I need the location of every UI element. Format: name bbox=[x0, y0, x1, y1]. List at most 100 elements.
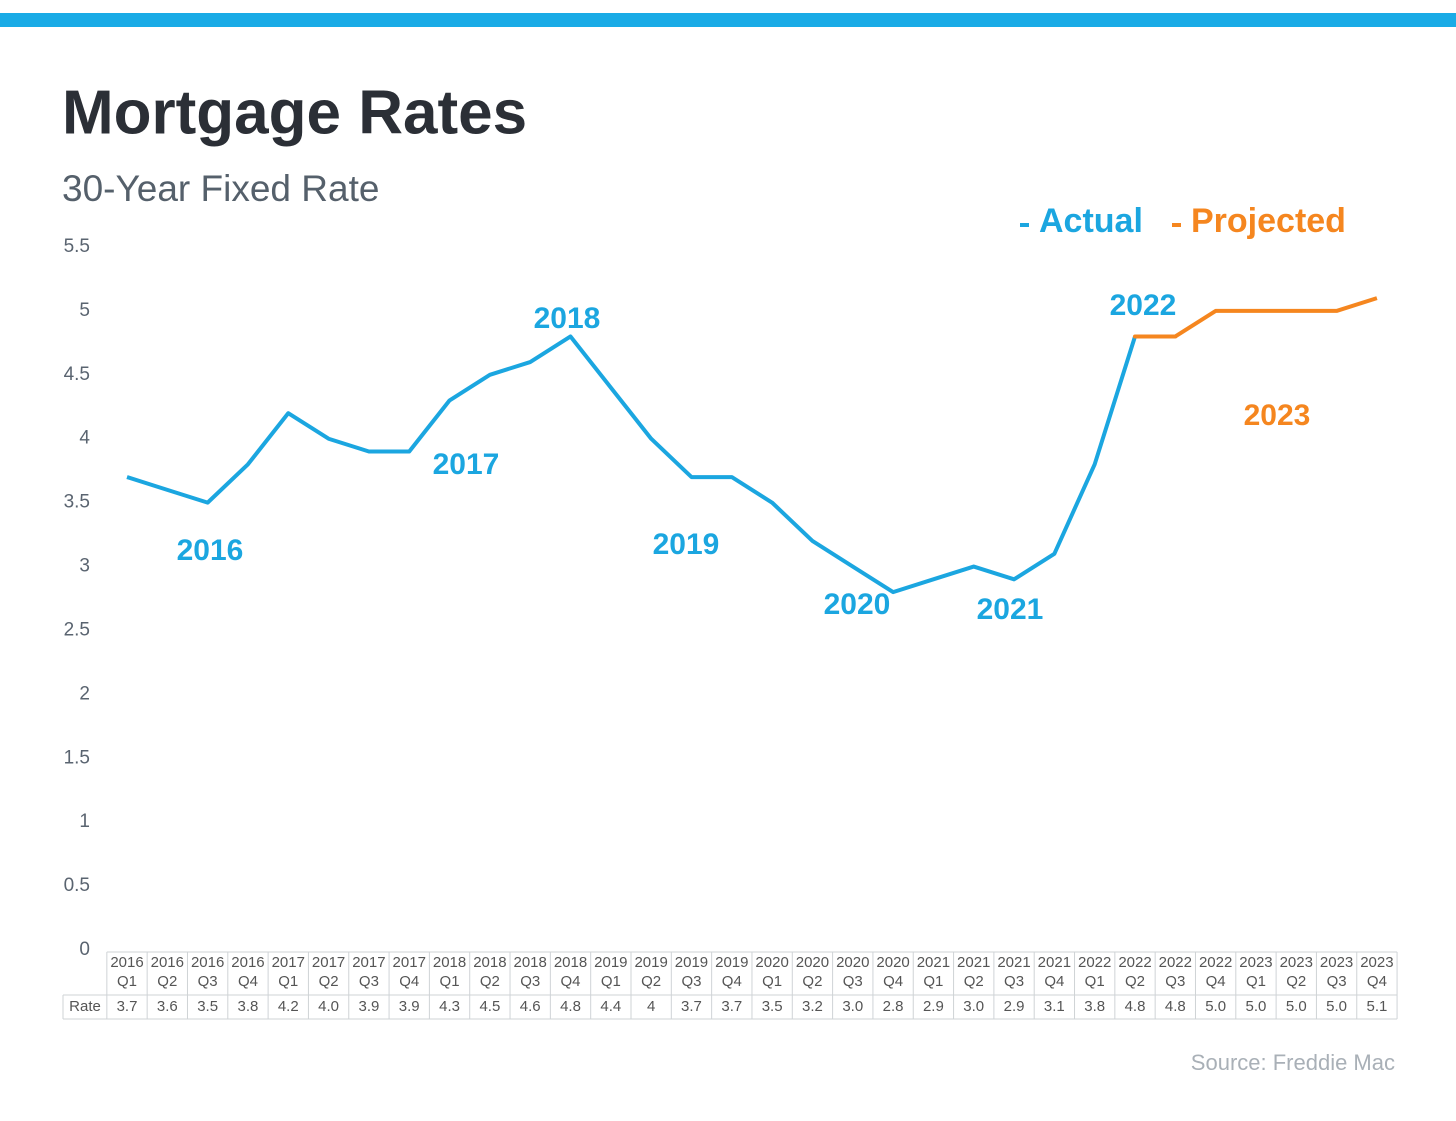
x-tick-quarter: Q2 bbox=[157, 973, 177, 990]
x-tick-year: 2018 bbox=[433, 954, 466, 971]
y-tick-label: 1 bbox=[79, 811, 90, 832]
x-tick-year: 2020 bbox=[755, 954, 788, 971]
y-tick-label: 1.5 bbox=[64, 747, 90, 768]
x-tick-year: 2021 bbox=[997, 954, 1030, 971]
x-tick-year: 2019 bbox=[675, 954, 708, 971]
x-tick-year: 2022 bbox=[1118, 954, 1151, 971]
x-tick-year: 2023 bbox=[1280, 954, 1313, 971]
x-tick-quarter: Q2 bbox=[802, 973, 822, 990]
source: Source: Freddie Mac bbox=[1191, 1050, 1395, 1075]
value-label: 4.8 bbox=[1165, 998, 1186, 1015]
value-label: 3.6 bbox=[157, 998, 178, 1015]
x-tick-year: 2019 bbox=[634, 954, 667, 971]
x-tick-quarter: Q1 bbox=[601, 973, 621, 990]
value-label: 3.9 bbox=[358, 998, 379, 1015]
x-tick-quarter: Q3 bbox=[198, 973, 218, 990]
x-tick-year: 2021 bbox=[957, 954, 990, 971]
value-label: 5.0 bbox=[1326, 998, 1347, 1015]
x-tick-year: 2017 bbox=[393, 954, 426, 971]
annotation: 2020 bbox=[824, 588, 891, 621]
line bbox=[1174, 296, 1378, 339]
value-label: 3.1 bbox=[1044, 998, 1065, 1015]
table-row-label: Rate bbox=[69, 998, 101, 1015]
x-tick-quarter: Q1 bbox=[1246, 973, 1266, 990]
annotation: 2019 bbox=[653, 528, 720, 561]
value-label: 5.0 bbox=[1205, 998, 1226, 1015]
x-tick-quarter: Q1 bbox=[278, 973, 298, 990]
annotation: 2016 bbox=[177, 534, 244, 567]
x-tick-year: 2016 bbox=[151, 954, 184, 971]
x-tick-year: 2017 bbox=[312, 954, 345, 971]
x-tick-quarter: Q2 bbox=[964, 973, 984, 990]
x-tick-year: 2016 bbox=[110, 954, 143, 971]
value-label: 2.9 bbox=[923, 998, 944, 1015]
value-label: 3.8 bbox=[238, 998, 259, 1015]
y-tick-label: 5 bbox=[79, 300, 90, 321]
x-tick-year: 2022 bbox=[1078, 954, 1111, 971]
x-tick-year: 2023 bbox=[1320, 954, 1353, 971]
x-tick-year: 2020 bbox=[796, 954, 829, 971]
legend-label: Projected bbox=[1191, 202, 1346, 240]
x-tick-year: 2020 bbox=[836, 954, 869, 971]
x-tick-quarter: Q1 bbox=[117, 973, 137, 990]
value-label: 5.0 bbox=[1246, 998, 1267, 1015]
y-tick-label: 3 bbox=[79, 556, 90, 577]
x-tick-quarter: Q4 bbox=[1044, 973, 1064, 990]
value-label: 4 bbox=[647, 998, 655, 1015]
chart-title: Mortgage Rates bbox=[62, 78, 527, 147]
x-tick-quarter: Q3 bbox=[359, 973, 379, 990]
x-tick-year: 2023 bbox=[1360, 954, 1393, 971]
value-label: 2.8 bbox=[883, 998, 904, 1015]
x-tick-quarter: Q1 bbox=[923, 973, 943, 990]
value-label: 3.2 bbox=[802, 998, 823, 1015]
x-tick-quarter: Q2 bbox=[1286, 973, 1306, 990]
x-tick-year: 2019 bbox=[594, 954, 627, 971]
x-tick-quarter: Q2 bbox=[641, 973, 661, 990]
x-tick-quarter: Q4 bbox=[399, 973, 419, 990]
value-label: 3.7 bbox=[117, 998, 138, 1015]
y-tick-label: 2.5 bbox=[64, 619, 90, 640]
chart-subtitle: 30-Year Fixed Rate bbox=[62, 168, 379, 209]
annotation: 2017 bbox=[433, 448, 500, 481]
x-tick-quarter: Q3 bbox=[520, 973, 540, 990]
value-label: 4.4 bbox=[600, 998, 621, 1015]
value-label: 3.5 bbox=[197, 998, 218, 1015]
x-tick-year: 2021 bbox=[917, 954, 950, 971]
annotation: 2022 bbox=[1110, 289, 1177, 322]
y-tick-label: 0 bbox=[79, 939, 90, 960]
y-tick-label: 2 bbox=[79, 683, 90, 704]
value-label: 4.8 bbox=[1125, 998, 1146, 1015]
x-tick-year: 2022 bbox=[1199, 954, 1232, 971]
x-tick-year: 2021 bbox=[1038, 954, 1071, 971]
annotation: 2018 bbox=[534, 302, 601, 335]
x-tick-quarter: Q2 bbox=[319, 973, 339, 990]
x-tick-quarter: Q4 bbox=[238, 973, 258, 990]
x-tick-quarter: Q1 bbox=[440, 973, 460, 990]
value-label: 3.9 bbox=[399, 998, 420, 1015]
x-tick-year: 2016 bbox=[191, 954, 224, 971]
x-tick-year: 2018 bbox=[514, 954, 547, 971]
annotation: 2021 bbox=[977, 593, 1044, 626]
x-tick-quarter: Q1 bbox=[762, 973, 782, 990]
value-label: 4.0 bbox=[318, 998, 339, 1015]
x-tick-year: 2018 bbox=[473, 954, 506, 971]
value-label: 4.8 bbox=[560, 998, 581, 1015]
value-label: 2.9 bbox=[1004, 998, 1025, 1015]
y-tick-label: 4 bbox=[79, 428, 90, 449]
value-label: 3.0 bbox=[963, 998, 984, 1015]
top-bar bbox=[0, 13, 1456, 27]
value-label: 4.2 bbox=[278, 998, 299, 1015]
value-label: 3.7 bbox=[681, 998, 702, 1015]
value-label: 4.3 bbox=[439, 998, 460, 1015]
x-tick-quarter: Q3 bbox=[1327, 973, 1347, 990]
line bbox=[126, 334, 1137, 595]
value-label: 3.7 bbox=[721, 998, 742, 1015]
x-tick-quarter: Q3 bbox=[681, 973, 701, 990]
x-tick-quarter: Q4 bbox=[722, 973, 742, 990]
value-label: 4.5 bbox=[479, 998, 500, 1015]
y-tick-label: 3.5 bbox=[64, 492, 90, 513]
x-tick-year: 2023 bbox=[1239, 954, 1272, 971]
x-tick-year: 2017 bbox=[352, 954, 385, 971]
x-tick-year: 2016 bbox=[231, 954, 264, 971]
